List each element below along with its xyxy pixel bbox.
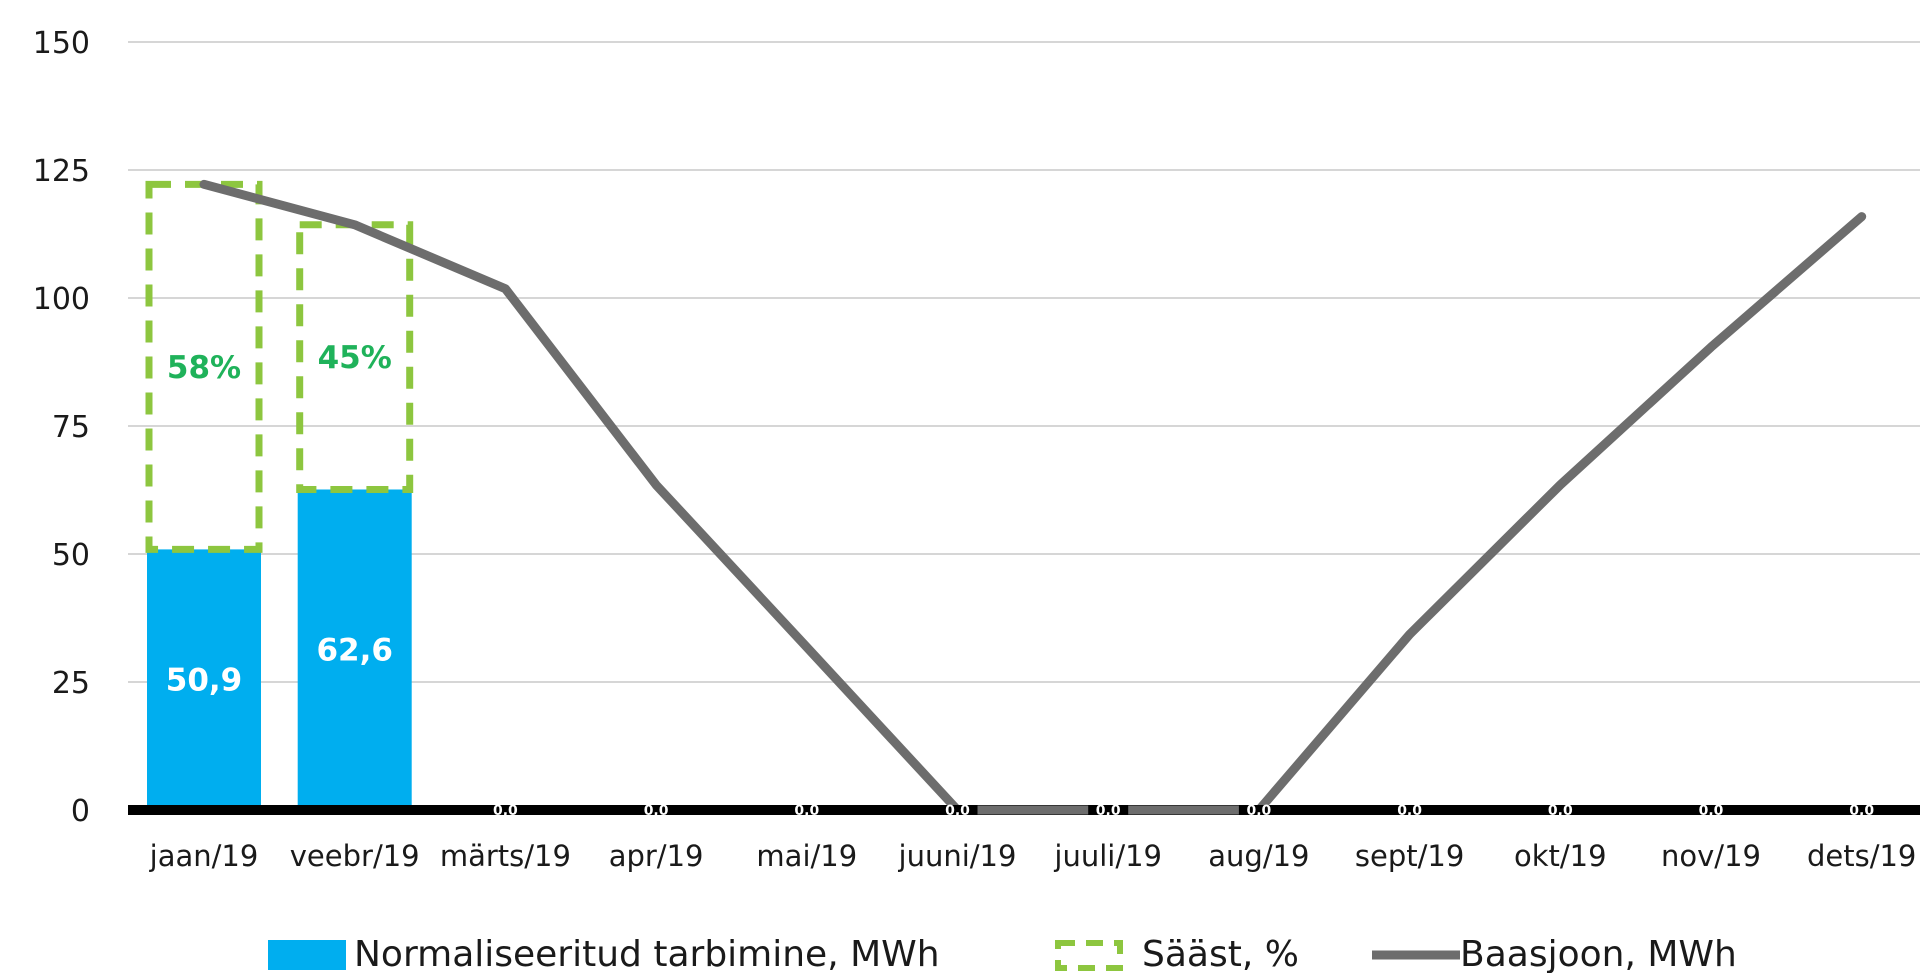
zero-marker: 0,0 xyxy=(786,803,827,819)
zero-marker-label: 0,0 xyxy=(1397,803,1422,819)
zero-marker-box xyxy=(485,805,526,815)
zero-marker-box xyxy=(937,805,978,815)
legend-label-savings: Sääst, % xyxy=(1142,934,1299,973)
zero-marker-label: 0,0 xyxy=(493,803,518,819)
x-tick-label: apr/19 xyxy=(609,839,704,873)
zero-marker: 0,0 xyxy=(1540,803,1581,819)
zero-marker-label: 0,0 xyxy=(1246,803,1271,819)
y-axis-ticks: 0 25 50 75 100 125 150 xyxy=(33,26,90,829)
zero-marker-box xyxy=(1238,805,1279,815)
x-tick-label: sept/19 xyxy=(1355,839,1464,873)
bars: 58% 50,9 45% 62,6 xyxy=(145,180,414,810)
legend-swatch-savings xyxy=(1055,940,1123,971)
y-tick-label: 50 xyxy=(52,538,90,573)
zero-marker-label: 0,0 xyxy=(1699,803,1724,819)
zero-marker-box xyxy=(636,805,677,815)
legend: Normaliseeritud tarbimine, MWh Sääst, % … xyxy=(268,934,1737,975)
y-tick-label: 0 xyxy=(71,794,90,829)
x-tick-label: veebr/19 xyxy=(290,839,420,873)
baseline-line-path xyxy=(199,179,1867,815)
zero-markers: 0,0 0,0 0,0 0,0 0,0 0,0 0,0 0,0 0,0 0,0 xyxy=(485,803,1882,819)
x-axis-ticks: jaan/19 veebr/19 märts/19 apr/19 mai/19 juuni… xyxy=(149,839,1917,873)
zero-marker-label: 0,0 xyxy=(945,803,970,819)
zero-marker-label: 0,0 xyxy=(644,803,669,819)
gridlines xyxy=(128,41,1920,683)
x-tick-label: juuli/19 xyxy=(1053,839,1162,873)
zero-marker: 0,0 xyxy=(636,803,677,819)
x-tick-label: nov/19 xyxy=(1661,839,1761,873)
consumption-data-label: 50,9 xyxy=(166,663,243,699)
legend-label-baseline: Baasjoon, MWh xyxy=(1460,934,1737,973)
y-tick-label: 25 xyxy=(52,666,90,701)
zero-marker-box xyxy=(1841,805,1882,815)
x-tick-label: juuni/19 xyxy=(898,839,1017,873)
zero-marker-box xyxy=(1540,805,1581,815)
x-tick-label: aug/19 xyxy=(1208,839,1309,873)
consumption-bar xyxy=(297,489,412,810)
x-tick-label: dets/19 xyxy=(1807,839,1916,873)
savings-data-label: 45% xyxy=(318,340,392,376)
zero-marker: 0,0 xyxy=(1841,803,1882,819)
zero-marker: 0,0 xyxy=(1389,803,1430,819)
zero-marker-box xyxy=(1691,805,1731,815)
zero-marker: 0,0 xyxy=(1088,803,1129,819)
savings-data-label: 58% xyxy=(167,350,241,386)
zero-marker: 0,0 xyxy=(485,803,526,819)
zero-marker: 0,0 xyxy=(937,803,978,819)
zero-marker-label: 0,0 xyxy=(794,803,819,819)
consumption-bar xyxy=(147,549,261,810)
legend-swatch-consumption xyxy=(268,940,346,970)
x-tick-label: jaan/19 xyxy=(149,839,259,873)
zero-marker: 0,0 xyxy=(1691,803,1731,819)
y-tick-label: 100 xyxy=(33,282,90,317)
y-tick-label: 75 xyxy=(52,410,90,445)
y-tick-label: 125 xyxy=(33,154,90,189)
consumption-data-label: 62,6 xyxy=(316,633,393,669)
x-tick-label: okt/19 xyxy=(1514,839,1607,873)
x-tick-label: märts/19 xyxy=(440,839,571,873)
zero-marker-box xyxy=(1389,805,1430,815)
zero-marker-box xyxy=(786,805,827,815)
zero-marker-label: 0,0 xyxy=(1548,803,1573,819)
x-tick-label: mai/19 xyxy=(756,839,857,873)
zero-marker: 0,0 xyxy=(1238,803,1279,819)
y-tick-label: 150 xyxy=(33,26,90,61)
zero-marker-label: 0,0 xyxy=(1096,803,1121,819)
baseline-line xyxy=(199,179,1867,815)
zero-marker-label: 0,0 xyxy=(1849,803,1874,819)
legend-label-consumption: Normaliseeritud tarbimine, MWh xyxy=(354,934,940,973)
zero-marker-box xyxy=(1088,805,1129,815)
